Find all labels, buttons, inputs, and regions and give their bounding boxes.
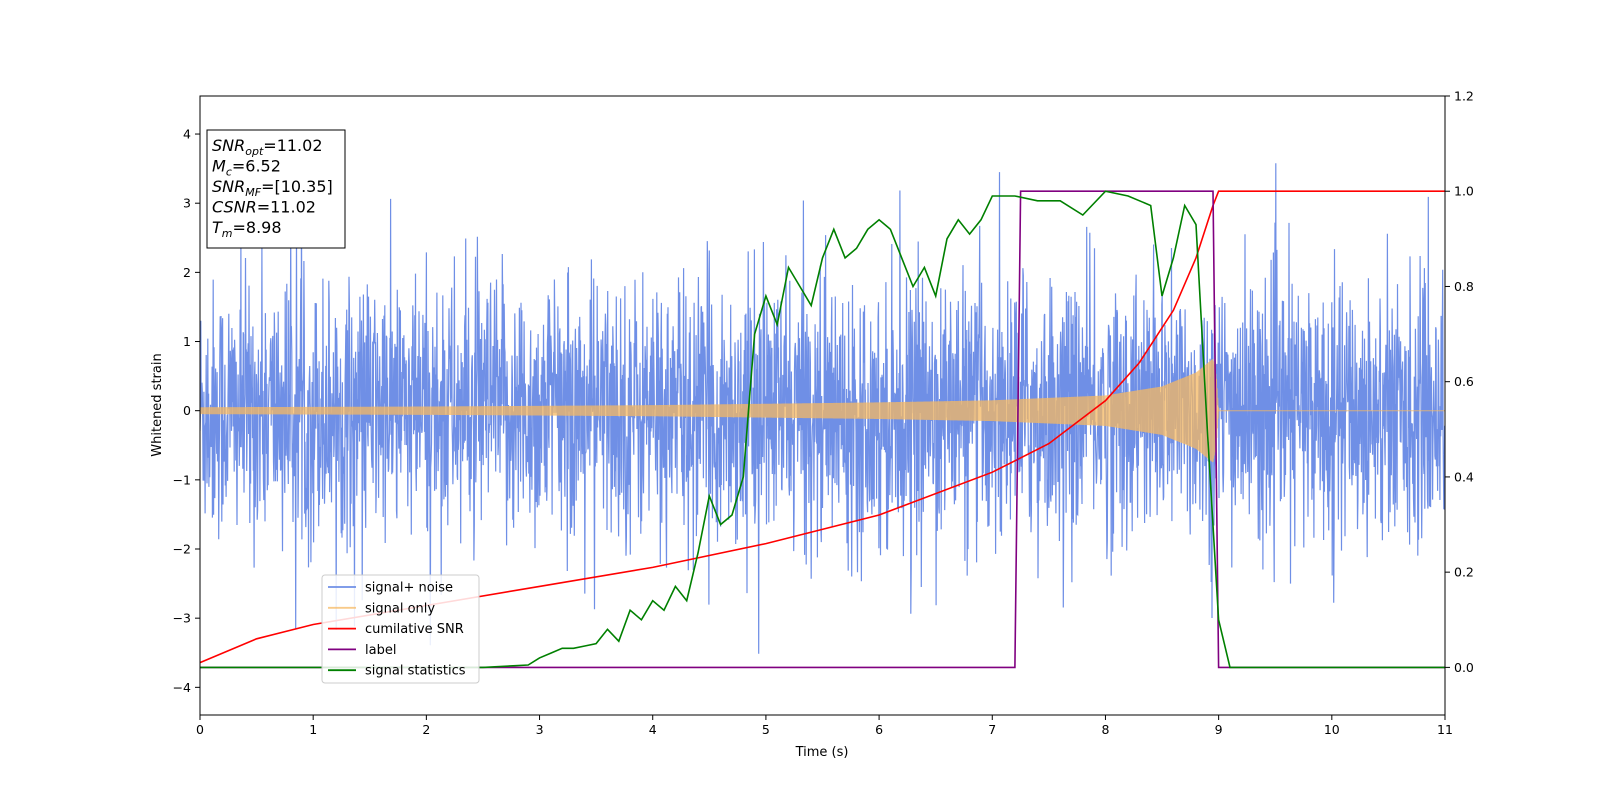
y-right-tick-label: 0.0 <box>1454 660 1474 675</box>
x-tick-label: 5 <box>762 722 770 737</box>
x-tick-label: 7 <box>988 722 996 737</box>
x-tick-label: 10 <box>1324 722 1340 737</box>
x-tick-label: 8 <box>1101 722 1109 737</box>
legend-label: signal statistics <box>365 664 466 679</box>
y-left-tick-label: 2 <box>183 265 191 280</box>
x-tick-label: 9 <box>1215 722 1223 737</box>
legend-label: signal only <box>365 601 435 616</box>
x-tick-label: 11 <box>1437 722 1453 737</box>
y-right-tick-label: 1.0 <box>1454 184 1474 199</box>
info-box-frame <box>206 129 346 249</box>
x-tick-label: 1 <box>309 722 317 737</box>
y-left-tick-label: −2 <box>173 542 191 557</box>
y-left-tick-label: −4 <box>173 680 191 695</box>
info-box-line: SNRopt=11.02 <box>212 136 323 158</box>
y-axis-left: −4 −3 −2 −1 0 1 2 3 4 <box>173 127 200 695</box>
axes-frame <box>199 95 1446 716</box>
y-left-tick-label: 4 <box>183 127 191 142</box>
y-right-tick-label: 0.8 <box>1454 279 1474 294</box>
series-signal-noise-line <box>200 163 1445 654</box>
legend-label: signal+ noise <box>365 581 453 596</box>
y-left-tick-label: 3 <box>183 196 191 211</box>
x-tick-label: 3 <box>536 722 544 737</box>
legend-label: label <box>365 643 396 658</box>
x-axis: 0 1 2 3 4 5 6 7 8 9 10 11 <box>196 715 1453 737</box>
y-left-tick-label: 1 <box>183 334 191 349</box>
series-signal-statistics-line <box>200 190 1445 669</box>
info-box-line: SNRMF=[10.35] <box>212 177 333 199</box>
y-left-tick-label: 0 <box>183 403 191 418</box>
y-left-tick-label: −1 <box>173 472 191 487</box>
x-tick-label: 4 <box>649 722 657 737</box>
legend-label: cumilative SNR <box>365 622 464 637</box>
x-axis-title: Time (s) <box>795 745 849 760</box>
legend: signal+ noise signal only cumilative SNR la… <box>321 574 480 684</box>
info-box-line: Mc=6.52 <box>212 157 281 179</box>
y-right-tick-label: 0.6 <box>1454 374 1474 389</box>
series-signal-only-line <box>200 358 1445 463</box>
x-tick-label: 2 <box>422 722 430 737</box>
info-box-line: Tm=8.98 <box>212 218 282 240</box>
y-axis-title: Whitened strain <box>150 353 165 456</box>
x-tick-label: 0 <box>196 722 204 737</box>
y-left-tick-label: −3 <box>173 611 191 626</box>
info-box-line: CSNR=11.02 <box>212 198 316 217</box>
y-right-tick-label: 1.2 <box>1454 89 1474 104</box>
legend-frame <box>321 574 480 684</box>
info-box: SNRopt=11.02Mc=6.52SNRMF=[10.35]CSNR=11.… <box>206 129 346 249</box>
y-right-tick-label: 0.4 <box>1454 469 1474 484</box>
y-axis-right: 0.0 0.2 0.4 0.6 0.8 1.0 1.2 <box>1445 89 1474 675</box>
y-right-tick-label: 0.2 <box>1454 565 1474 580</box>
x-tick-label: 6 <box>875 722 883 737</box>
